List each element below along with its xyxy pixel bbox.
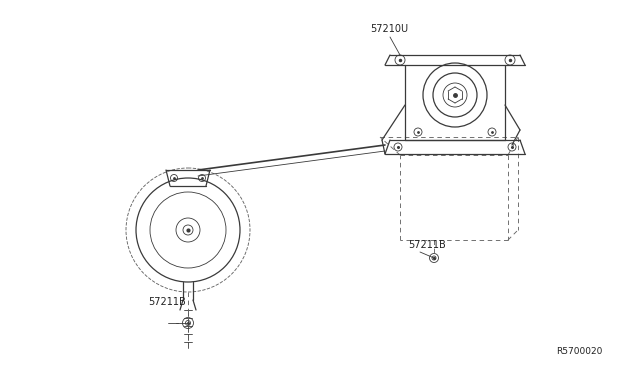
Text: 57210U: 57210U — [370, 24, 408, 34]
Text: 57211B: 57211B — [408, 240, 445, 250]
Text: R5700020: R5700020 — [556, 347, 602, 356]
Text: 57211B: 57211B — [148, 297, 186, 307]
